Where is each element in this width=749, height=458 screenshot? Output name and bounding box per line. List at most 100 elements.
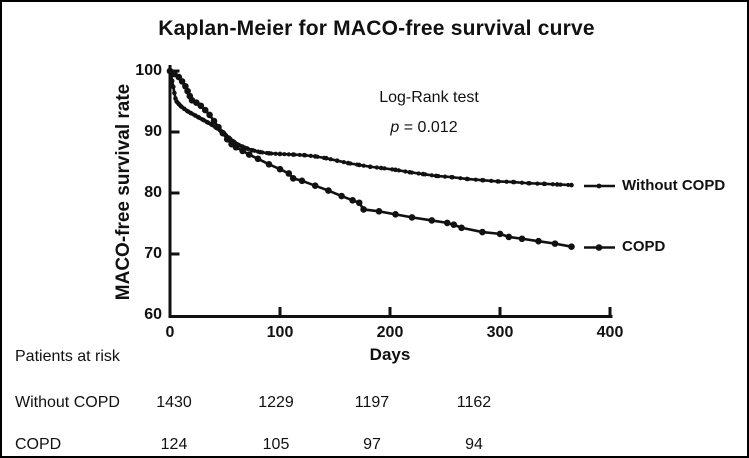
censor-mark	[368, 164, 373, 169]
censor-mark	[173, 96, 178, 101]
data-point-marker	[428, 217, 436, 224]
data-point-marker	[169, 78, 175, 84]
data-point-marker	[378, 165, 384, 171]
data-point-marker	[375, 208, 383, 215]
censor-mark	[436, 173, 441, 179]
data-point-marker	[505, 233, 513, 241]
p-value-text: = 0.012	[399, 119, 458, 136]
logrank-test-label: Log-Rank test	[379, 89, 479, 106]
censor-mark	[566, 182, 571, 188]
censor-mark	[390, 167, 395, 172]
risk-value: 97	[363, 436, 381, 453]
censor-mark	[286, 152, 291, 157]
censor-mark	[550, 182, 555, 187]
data-point-marker	[265, 161, 273, 168]
censor-mark	[249, 147, 254, 153]
data-point-marker	[276, 165, 284, 173]
censor-mark	[348, 161, 353, 166]
censor-mark	[442, 174, 448, 179]
data-point-marker	[393, 167, 398, 173]
censor-mark	[341, 160, 346, 165]
risk-value: 1430	[156, 394, 192, 411]
legend-label-without-copd: Without COPD	[622, 177, 726, 194]
censor-mark	[292, 152, 297, 157]
censor-mark	[273, 151, 278, 156]
censor-mark	[260, 150, 265, 155]
censor-mark	[303, 153, 308, 158]
x-tick-label: 200	[376, 324, 404, 341]
censor-mark	[558, 182, 563, 187]
data-point-marker	[178, 78, 186, 85]
censor-mark	[403, 169, 408, 174]
censor-mark	[535, 181, 540, 186]
data-point-marker	[285, 170, 293, 177]
censor-mark	[416, 171, 421, 176]
y-tick-label: 60	[144, 306, 162, 323]
censor-mark	[308, 153, 313, 159]
y-tick-label: 80	[144, 184, 162, 201]
censor-mark	[423, 172, 428, 177]
data-point-marker	[219, 129, 227, 137]
censor-mark	[277, 151, 283, 157]
risk-value: 1229	[258, 394, 294, 411]
data-point-marker	[338, 192, 345, 200]
censor-mark	[481, 178, 486, 183]
censor-mark	[361, 163, 366, 168]
censor-mark	[489, 178, 494, 183]
censor-mark	[374, 165, 379, 170]
censor-mark	[264, 150, 269, 156]
chart-title: Kaplan-Meier for MACO-free survival curv…	[158, 17, 595, 40]
p-value-label: p = 0.012	[390, 118, 457, 138]
data-point-marker	[206, 111, 213, 119]
data-point-marker	[254, 155, 262, 163]
data-point-marker	[535, 237, 542, 245]
risk-value: 1197	[354, 394, 390, 411]
y-tick-label: 90	[144, 123, 162, 140]
data-point-marker	[443, 219, 451, 227]
censor-mark	[335, 158, 340, 163]
data-point-marker	[223, 136, 231, 143]
p-symbol: p	[390, 119, 400, 136]
legend-marker-swatch	[596, 183, 602, 189]
risk-value: 1162	[456, 394, 492, 411]
censor-mark	[396, 168, 401, 173]
censor-mark	[297, 152, 302, 158]
data-point-marker	[325, 187, 332, 194]
censor-mark	[473, 177, 478, 182]
y-tick-label: 70	[144, 245, 162, 262]
censor-mark	[458, 176, 463, 181]
x-axis-label: Days	[369, 345, 411, 364]
censor-mark	[543, 181, 548, 187]
censor-mark	[354, 162, 360, 167]
censor-mark	[315, 154, 320, 159]
risk-value: 105	[262, 436, 290, 453]
data-point-marker	[392, 211, 399, 218]
data-point-marker	[551, 240, 559, 247]
data-point-marker	[197, 102, 205, 110]
risk-value: 94	[465, 436, 483, 453]
data-point-marker	[568, 243, 575, 250]
data-point-marker	[232, 143, 240, 151]
x-tick-label: 100	[266, 324, 294, 341]
data-point-marker	[215, 123, 222, 131]
censor-mark	[519, 180, 525, 185]
censor-mark	[527, 181, 532, 186]
censor-mark	[382, 166, 387, 171]
legend-marker-swatch	[595, 244, 603, 251]
censor-mark	[512, 180, 517, 185]
data-point-marker	[239, 147, 246, 155]
data-point-marker	[479, 228, 486, 236]
data-point-marker	[569, 182, 574, 188]
data-point-marker	[289, 175, 297, 182]
censor-mark	[504, 179, 509, 184]
data-point-marker	[450, 221, 458, 229]
data-point-marker	[360, 206, 367, 213]
data-point-marker	[355, 199, 363, 207]
data-point-marker	[210, 117, 218, 125]
censor-mark	[252, 148, 257, 153]
censor-mark	[328, 157, 333, 162]
y-tick-label: 100	[135, 62, 162, 79]
x-tick-label: 300	[486, 324, 514, 341]
censor-mark	[321, 155, 327, 160]
